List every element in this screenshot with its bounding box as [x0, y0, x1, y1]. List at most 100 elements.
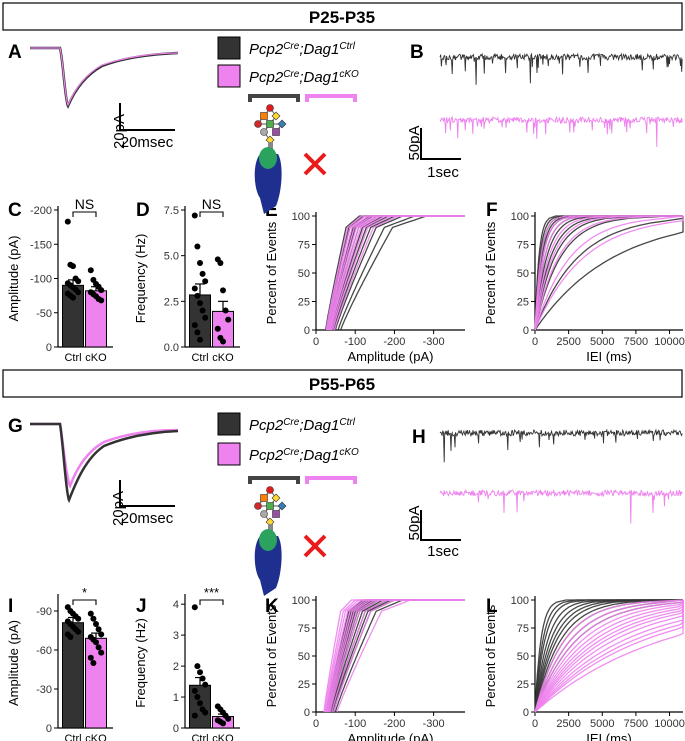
x-tick-label: 5000 [590, 336, 614, 348]
legend-swatch-cko [217, 64, 241, 88]
x-axis-label: Amplitude (pA) [348, 731, 434, 741]
cdf-line-cko [323, 599, 465, 713]
y-tick-label: 75 [298, 623, 310, 635]
cdf-line-cko [534, 600, 684, 713]
significance-bracket [72, 599, 97, 605]
cdf-line-cko [332, 215, 465, 331]
cdf-line-cko [534, 600, 684, 713]
data-point [67, 634, 74, 640]
y-tick-label: 100 [292, 211, 310, 223]
scalebar-h-x: 1sec [427, 543, 459, 560]
raw-trace-h-cko [439, 488, 683, 524]
cdf-line-cko [534, 599, 684, 713]
glycan-node-icon [266, 120, 274, 128]
significance-label: NS [75, 196, 94, 212]
data-point [93, 621, 99, 627]
cdf-line-cko [324, 599, 465, 713]
cdf-line-ctrl [534, 216, 684, 331]
legend-swatch-ctrl-bottom [217, 412, 241, 436]
data-point [191, 212, 198, 219]
significance-label: *** [204, 585, 219, 600]
ctrl-bracket-icon [248, 476, 300, 484]
y-tick-label: 100 [292, 595, 310, 607]
glycan-node-icon [277, 119, 287, 129]
significance-label: * [82, 585, 87, 600]
scalebar-h-y: 50pA [406, 505, 423, 540]
cdf-line-cko [329, 215, 465, 331]
y-tick-label: 25 [298, 297, 310, 309]
glycan-node-icon [254, 502, 262, 510]
legend-top: Pcp2Cre;Dag1Ctrl Pcp2Cre;Dag1cKO [217, 36, 359, 88]
y-axis-label: Percent of Events [264, 604, 279, 707]
y-tick-label: 0.0 [164, 342, 179, 354]
cdf-line-cko [534, 216, 684, 331]
cdf-line-ctrl [332, 599, 465, 713]
cdf-line-cko [534, 600, 684, 713]
x-tick-label: 10000 [654, 718, 685, 730]
cdf-chart-f: 0 25 50 75 100 0 2500 5000 7500 10000 Percent of E… [483, 211, 685, 364]
data-point [197, 259, 203, 266]
data-point [197, 669, 203, 676]
raw-trace-h-ctrl [439, 428, 683, 463]
data-point [199, 270, 206, 277]
y-tick-label: 0 [304, 325, 310, 337]
scalebar-b-y: 50pA [406, 125, 423, 160]
data-point [225, 715, 232, 722]
data-point [220, 287, 226, 294]
y-tick-label: 2.5 [164, 296, 179, 308]
data-point [90, 615, 97, 622]
cdf-line-cko [325, 599, 465, 713]
scalebar-b-x: 1sec [427, 164, 459, 181]
cdf-line-cko [534, 600, 684, 713]
data-point [194, 663, 201, 670]
y-tick-label: 100 [511, 211, 529, 223]
data-point [202, 681, 209, 688]
y-tick-label: 3 [173, 630, 179, 642]
panel-letter-h: H [412, 427, 426, 448]
panel-letters: A B C D E F G H I J K L [8, 42, 498, 617]
bar-chart-c: 0 -50 -100 -150 -200 Amplitude (pA) Ctrl cKO NS [6, 196, 113, 364]
y-tick-label: -90 [36, 606, 52, 618]
glycan-node-icon [272, 510, 280, 518]
data-point [87, 654, 94, 661]
y-axis-label: Percent of Events [483, 221, 498, 324]
raw-traces-h [439, 428, 683, 524]
y-tick-label: 0 [523, 707, 529, 719]
y-tick-label: 75 [298, 240, 310, 252]
x-tick-label: 0 [532, 336, 538, 348]
panel-letter-j: J [136, 596, 147, 617]
glycan-node-icon [266, 486, 274, 494]
cdf-line-cko [534, 600, 684, 713]
cdf-line-cko [325, 215, 465, 331]
cdf-line-cko [534, 600, 684, 713]
cdf-line-cko [327, 599, 465, 713]
absent-x-icon [303, 152, 327, 176]
y-tick-label: -100 [30, 274, 52, 286]
avg-trace-g-ctrl [30, 422, 179, 504]
data-point [217, 259, 224, 266]
glycan-node-icon [260, 128, 268, 136]
y-tick-label: -150 [30, 239, 52, 251]
data-point [75, 615, 82, 622]
cko-bracket-icon [305, 94, 357, 102]
glycan-node-icon [260, 494, 268, 502]
y-tick-label: 0 [46, 342, 52, 354]
absent-x-icon [303, 534, 327, 558]
cdf-line-cko [332, 599, 465, 713]
x-tick-label: 2500 [556, 336, 580, 348]
y-tick-label: 5.0 [164, 251, 179, 263]
purkinje-cell-illustration [248, 94, 357, 214]
data-point [95, 626, 102, 633]
y-tick-label: 75 [517, 623, 529, 635]
raw-traces-b [439, 52, 683, 148]
cdf-line-cko [326, 215, 465, 331]
x-tick-label: 7500 [624, 336, 648, 348]
data-point [197, 336, 203, 343]
cdf-line-cko [328, 599, 465, 713]
bar-chart-d: 0.0 2.5 5.0 7.5 Frequency (Hz) Ctrl cKO NS [133, 196, 240, 364]
raw-trace-b-cko [439, 115, 683, 148]
panel-letter-l: L [486, 596, 498, 617]
data-point [220, 338, 226, 345]
category-label: Ctrl [191, 733, 208, 741]
